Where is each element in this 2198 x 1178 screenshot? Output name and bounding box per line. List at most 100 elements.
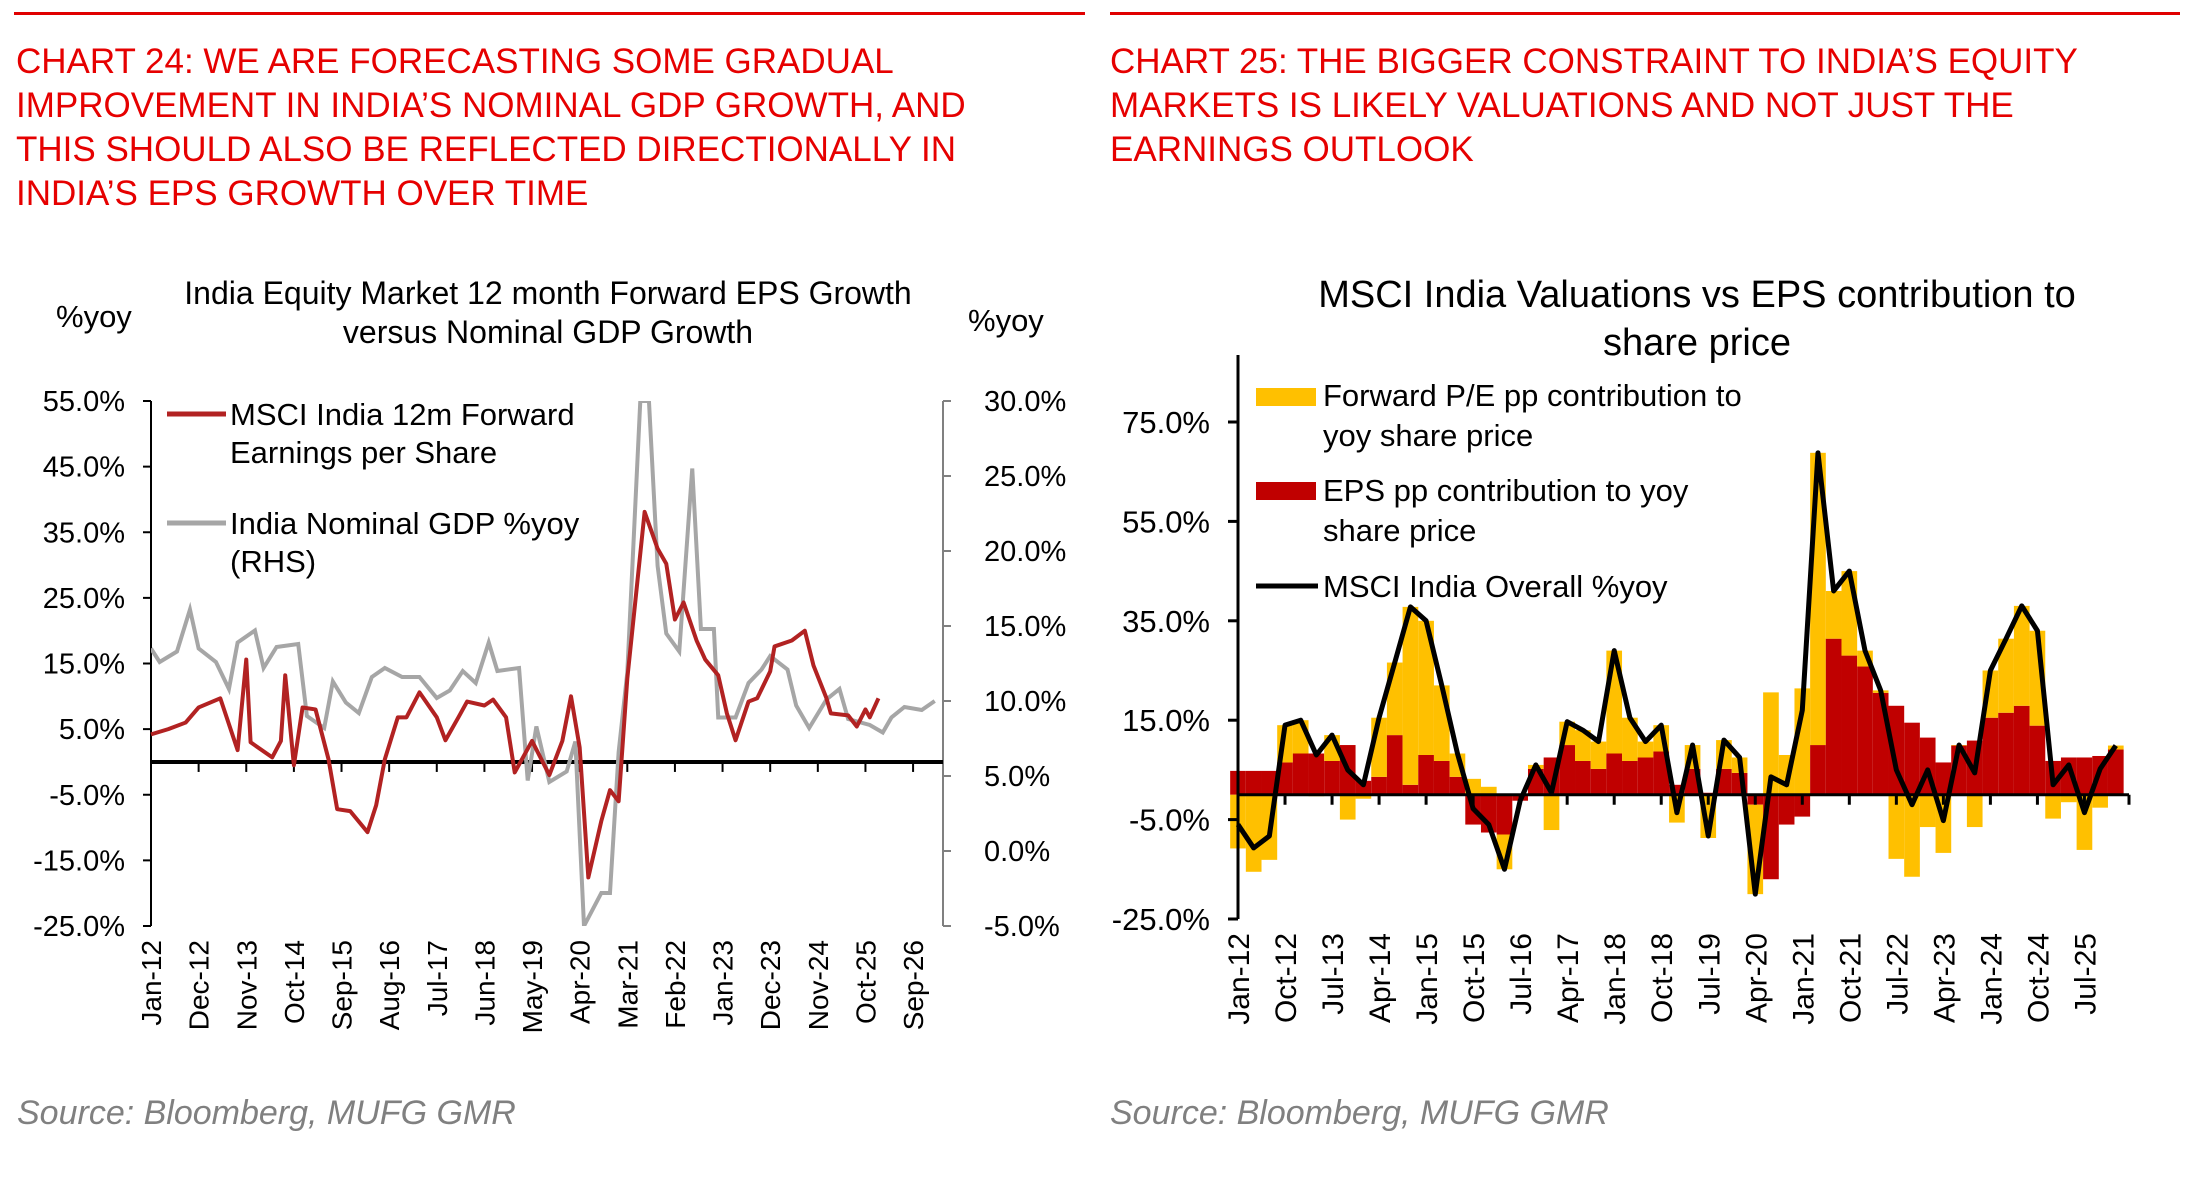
eps-contribution-bar bbox=[1308, 753, 1325, 795]
pe-contribution-bar bbox=[1418, 620, 1434, 755]
left-x-tick-label: Nov-24 bbox=[803, 940, 834, 1030]
eps-contribution-bar bbox=[2076, 757, 2093, 795]
right-chart-y-tick-label: -25.0% bbox=[1112, 902, 1210, 937]
eps-contribution-bar bbox=[1935, 762, 1952, 795]
right-chart-x-tick-label: Jan-21 bbox=[1787, 933, 1820, 1025]
pe-contribution-bar bbox=[1543, 794, 1560, 831]
pe-contribution-bar bbox=[1433, 685, 1450, 761]
left-x-tick-label: Sep-26 bbox=[898, 940, 929, 1030]
left-x-tick-label: Dec-12 bbox=[184, 940, 215, 1030]
eps-contribution-bar bbox=[1386, 735, 1403, 795]
left-header-rule bbox=[14, 12, 1085, 15]
pe-contribution-bar bbox=[1904, 794, 1920, 877]
pe-contribution-bar bbox=[1590, 741, 1607, 769]
right-chart-title-line: share price bbox=[1603, 322, 1791, 364]
right-chart-x-tick-label: Jul-19 bbox=[1693, 933, 1726, 1015]
pe-contribution-bar bbox=[1480, 786, 1497, 795]
pe-contribution-bar bbox=[2060, 794, 2077, 803]
eps-contribution-bar bbox=[1841, 655, 1858, 795]
legend-label-total: MSCI India Overall %yoy bbox=[1323, 569, 1668, 604]
left-chart-plot: 55.0% 45.0% 35.0% 25.0% 15.0% 5.0% -5.0% -15.0%… bbox=[33, 386, 1066, 1033]
pe-contribution-bar bbox=[1966, 794, 1983, 828]
pe-contribution-bar bbox=[1575, 730, 1591, 761]
left-y-tick-label: 35.0% bbox=[43, 517, 125, 549]
legend-label-eps-contribution: EPS pp contribution to yoy share price bbox=[1323, 473, 1689, 548]
left-chart-title-line: India Equity Market 12 month Forward EPS… bbox=[184, 275, 911, 311]
left-y-tick-label: 25.0% bbox=[43, 583, 125, 615]
right-chart-x-tick-label: Jan-24 bbox=[1975, 933, 2008, 1025]
pe-contribution-bar bbox=[1919, 794, 1936, 828]
right-chart-y-tick-label: 35.0% bbox=[1122, 604, 1210, 639]
left-y-tick-label: 45.0% bbox=[43, 452, 125, 484]
eps-contribution-bar bbox=[1794, 794, 1811, 817]
eps-contribution-bar bbox=[1606, 753, 1623, 795]
right-chart-y-tick-label: 75.0% bbox=[1122, 405, 1210, 440]
eps-contribution-bar bbox=[1292, 753, 1309, 795]
eps-contribution-bar bbox=[1402, 784, 1419, 795]
pe-contribution-bar bbox=[1245, 794, 1262, 872]
eps-contribution-bar bbox=[1449, 776, 1466, 795]
right-chart-x-tick-label: Jul-25 bbox=[2069, 933, 2102, 1015]
headline-line: EARNINGS OUTLOOK bbox=[1110, 130, 1474, 169]
left-y-tick-label: 5.0% bbox=[59, 714, 125, 746]
right-y-tick-label: 25.0% bbox=[984, 461, 1066, 493]
right-chart-x-tick-label: Apr-14 bbox=[1364, 933, 1397, 1023]
right-chart-x-tick-label: Jul-22 bbox=[1881, 933, 1914, 1015]
eps-contribution-bar bbox=[1637, 757, 1654, 795]
eps-contribution-bar bbox=[2013, 705, 2030, 795]
eps-contribution-bar bbox=[1433, 760, 1450, 795]
eps-contribution-bar bbox=[2029, 725, 2046, 795]
right-y-tick-label: 10.0% bbox=[984, 686, 1066, 718]
headline-line: INDIA’S EPS GROWTH OVER TIME bbox=[16, 174, 589, 213]
pe-contribution-bar bbox=[1355, 794, 1372, 799]
left-x-tick-label: Mar-21 bbox=[612, 940, 643, 1029]
left-chart-title-line: versus Nominal GDP Growth bbox=[343, 314, 753, 350]
right-chart-plot: 75.0% 55.0% 35.0% 15.0% -5.0% -25.0% Jan-12 Oct… bbox=[1112, 355, 2131, 1025]
eps-contribution-bar bbox=[1324, 760, 1340, 795]
right-chart-x-tick-label: Apr-23 bbox=[1928, 933, 1961, 1023]
chart-25-headline: CHART 25: THE BIGGER CONSTRAINT TO INDIA… bbox=[1110, 40, 2078, 172]
eps-contribution-bar bbox=[1261, 770, 1278, 795]
eps-contribution-bar bbox=[1904, 722, 1920, 795]
left-x-tick-label: Jul-17 bbox=[422, 940, 453, 1016]
pe-contribution-bar bbox=[2045, 794, 2061, 819]
eps-contribution-bar bbox=[1371, 776, 1387, 795]
right-y-tick-label: 15.0% bbox=[984, 611, 1066, 643]
headline-line: IMPROVEMENT IN INDIA’S NOMINAL GDP GROWT… bbox=[16, 86, 966, 125]
eps-contribution-bar bbox=[1575, 760, 1591, 795]
right-y-tick-label: -5.0% bbox=[984, 911, 1060, 943]
right-source-note: Source: Bloomberg, MUFG GMR bbox=[1110, 1094, 1609, 1132]
pe-contribution-bar bbox=[1998, 638, 2014, 713]
gdp-series-line bbox=[151, 401, 936, 926]
msci-india-total-line bbox=[1235, 450, 2118, 897]
left-x-tick-label: Feb-22 bbox=[660, 940, 691, 1029]
pe-contribution-bar bbox=[1339, 794, 1356, 820]
left-x-tick-label: Oct-14 bbox=[279, 940, 310, 1024]
eps-contribution-bar bbox=[1778, 794, 1795, 825]
right-chart-legend: Forward P/E pp contribution to yoy share … bbox=[1256, 378, 1742, 604]
pe-contribution-bar bbox=[1794, 688, 1811, 795]
pe-contribution-bar bbox=[1637, 741, 1654, 758]
pe-contribution-bar bbox=[2013, 605, 2030, 706]
eps-contribution-bar bbox=[1653, 751, 1670, 795]
left-x-tick-label: Sep-15 bbox=[327, 940, 358, 1030]
right-chart-x-tick-label: Oct-12 bbox=[1270, 933, 1303, 1023]
headline-line: MARKETS IS LIKELY VALUATIONS AND NOT JUS… bbox=[1110, 86, 2014, 125]
eps-contribution-bar bbox=[1888, 705, 1905, 795]
left-source-note: Source: Bloomberg, MUFG GMR bbox=[17, 1094, 516, 1132]
right-chart-x-tick-label: Jan-18 bbox=[1599, 933, 1632, 1025]
headline-line: THIS SHOULD ALSO BE REFLECTED DIRECTIONA… bbox=[16, 130, 957, 169]
eps-contribution-bar bbox=[1998, 712, 2014, 795]
eps-contribution-bar bbox=[1245, 770, 1262, 795]
eps-contribution-bar bbox=[1669, 784, 1685, 795]
right-axis-unit-label: %yoy bbox=[968, 303, 1044, 338]
legend-swatch-eps-bar bbox=[1256, 482, 1316, 500]
eps-contribution-bar bbox=[1496, 794, 1513, 835]
left-chart-legend: MSCI India 12m Forward Earnings per Share… bbox=[167, 397, 580, 579]
left-y-tick-label: 15.0% bbox=[43, 649, 125, 681]
left-x-tick-label: May-19 bbox=[517, 940, 548, 1033]
left-y-tick-label: -5.0% bbox=[49, 780, 125, 812]
right-y-tick-label: 0.0% bbox=[984, 836, 1050, 868]
left-y-tick-label: -15.0% bbox=[33, 845, 125, 877]
